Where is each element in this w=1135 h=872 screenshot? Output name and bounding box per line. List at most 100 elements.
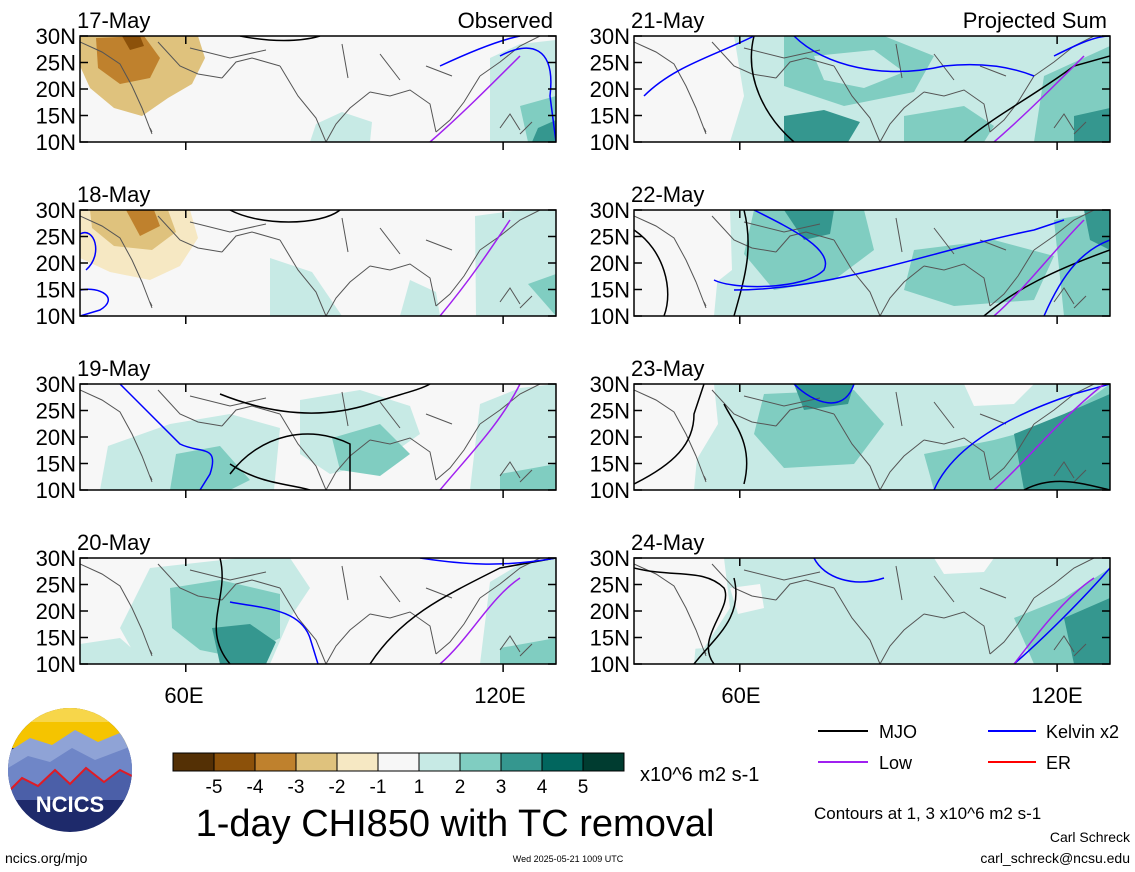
lat-tick-label: 10N xyxy=(36,478,76,503)
colorbar: -5 -4 -3 -2 -1 1 2 3 4 5 xyxy=(172,752,625,798)
colorbar-swatch xyxy=(459,752,502,772)
colorbar-tick-label: 4 xyxy=(537,777,548,798)
colorbar-tick-label: 3 xyxy=(496,777,507,798)
lat-tick-label: 10N xyxy=(590,130,630,155)
lat-tick-label: 30N xyxy=(590,24,630,49)
lat-tick-label: 25N xyxy=(36,573,76,598)
panel-date-label: 24-May xyxy=(631,530,704,555)
lon-tick-60e-right: 60E xyxy=(721,683,760,708)
map-ticks xyxy=(634,383,1110,498)
lat-tick-label: 30N xyxy=(36,372,76,397)
lat-tick-label: 25N xyxy=(36,51,76,76)
colorbar-swatch xyxy=(541,752,584,772)
lat-tick-label: 15N xyxy=(590,278,630,303)
lat-tick-label: 10N xyxy=(36,304,76,329)
panel-date-label: 21-May xyxy=(631,8,704,33)
lon-tick-120e-left: 120E xyxy=(474,683,525,708)
map-ticks xyxy=(80,383,556,498)
map-ticks xyxy=(634,209,1110,324)
colorbar-swatch xyxy=(377,752,420,772)
colorbar-swatch xyxy=(418,752,461,772)
panel-date-label: 18-May xyxy=(77,182,150,207)
lon-axis-left: 60E 120E xyxy=(164,683,525,708)
colorbar-swatch xyxy=(500,752,543,772)
contours-note: Contours at 1, 3 x10^6 m2 s-1 xyxy=(814,804,1041,823)
lat-tick-label: 15N xyxy=(36,278,76,303)
colorbar-tick-label: -4 xyxy=(247,777,264,798)
lat-tick-label: 20N xyxy=(590,425,630,450)
legend: MJO Kelvin x2 Low ER xyxy=(818,722,1119,773)
panel-date-label: 23-May xyxy=(631,356,704,381)
lat-tick-label: 30N xyxy=(36,546,76,571)
lat-tick-label: 25N xyxy=(36,399,76,424)
author-email: carl_schreck@ncsu.edu xyxy=(980,850,1130,866)
panel-date-label: 22-May xyxy=(631,182,704,207)
lat-tick-label: 10N xyxy=(36,130,76,155)
lat-tick-label: 20N xyxy=(36,251,76,276)
figure-title: 1-day CHI850 with TC removal xyxy=(196,803,715,845)
lat-tick-label: 25N xyxy=(590,399,630,424)
lat-tick-label: 20N xyxy=(590,77,630,102)
lat-tick-label: 30N xyxy=(36,24,76,49)
colorbar-swatch xyxy=(336,752,379,772)
lat-tick-label: 30N xyxy=(36,198,76,223)
colorbar-tick-label: 1 xyxy=(414,777,425,798)
lat-tick-label: 10N xyxy=(590,652,630,677)
lat-tick-label: 10N xyxy=(590,478,630,503)
colorbar-tick-label: -3 xyxy=(288,777,305,798)
colorbar-swatch xyxy=(172,752,215,772)
map-ticks xyxy=(80,209,556,324)
legend-label-mjo: MJO xyxy=(879,722,917,742)
author-name: Carl Schreck xyxy=(1050,829,1131,845)
colorbar-tick-label: 2 xyxy=(455,777,466,798)
lat-tick-label: 15N xyxy=(36,626,76,651)
lat-tick-label: 20N xyxy=(36,599,76,624)
lat-tick-label: 25N xyxy=(36,225,76,250)
colorbar-units: x10^6 m2 s-1 xyxy=(640,764,759,786)
colorbar-tick-label: -2 xyxy=(329,777,346,798)
lon-axis-right: 60E 120E xyxy=(721,683,1082,708)
colorbar-tick-label: -1 xyxy=(370,777,387,798)
colorbar-tick-label: -5 xyxy=(206,777,223,798)
lat-tick-label: 10N xyxy=(36,652,76,677)
lat-tick-label: 20N xyxy=(590,251,630,276)
lon-tick-60e-left: 60E xyxy=(164,683,203,708)
colorbar-swatch xyxy=(295,752,338,772)
lat-tick-label: 20N xyxy=(590,599,630,624)
lat-tick-label: 15N xyxy=(590,626,630,651)
lat-tick-label: 15N xyxy=(36,452,76,477)
legend-label-kelvin: Kelvin x2 xyxy=(1046,722,1119,742)
logo-text: NCICS xyxy=(36,792,104,817)
lat-tick-label: 25N xyxy=(590,573,630,598)
lat-tick-label: 25N xyxy=(590,51,630,76)
map-ticks xyxy=(80,557,556,672)
legend-label-low: Low xyxy=(879,753,913,773)
panel-source-label: Projected Sum xyxy=(963,8,1107,33)
panel-date-label: 20-May xyxy=(77,530,150,555)
timestamp: Wed 2025-05-21 1009 UTC xyxy=(513,854,624,864)
map-ticks xyxy=(80,35,556,150)
lat-tick-label: 20N xyxy=(36,425,76,450)
colorbar-swatch xyxy=(254,752,297,772)
colorbar-swatch xyxy=(213,752,256,772)
lat-tick-label: 15N xyxy=(590,452,630,477)
lon-tick-120e-right: 120E xyxy=(1031,683,1082,708)
colorbar-swatch xyxy=(582,752,625,772)
website-link[interactable]: ncics.org/mjo xyxy=(5,850,88,866)
lat-tick-label: 15N xyxy=(36,104,76,129)
lat-tick-label: 30N xyxy=(590,546,630,571)
map-ticks xyxy=(634,557,1110,672)
panel-source-label: Observed xyxy=(458,8,553,33)
panel-date-label: 19-May xyxy=(77,356,150,381)
lat-tick-label: 25N xyxy=(590,225,630,250)
